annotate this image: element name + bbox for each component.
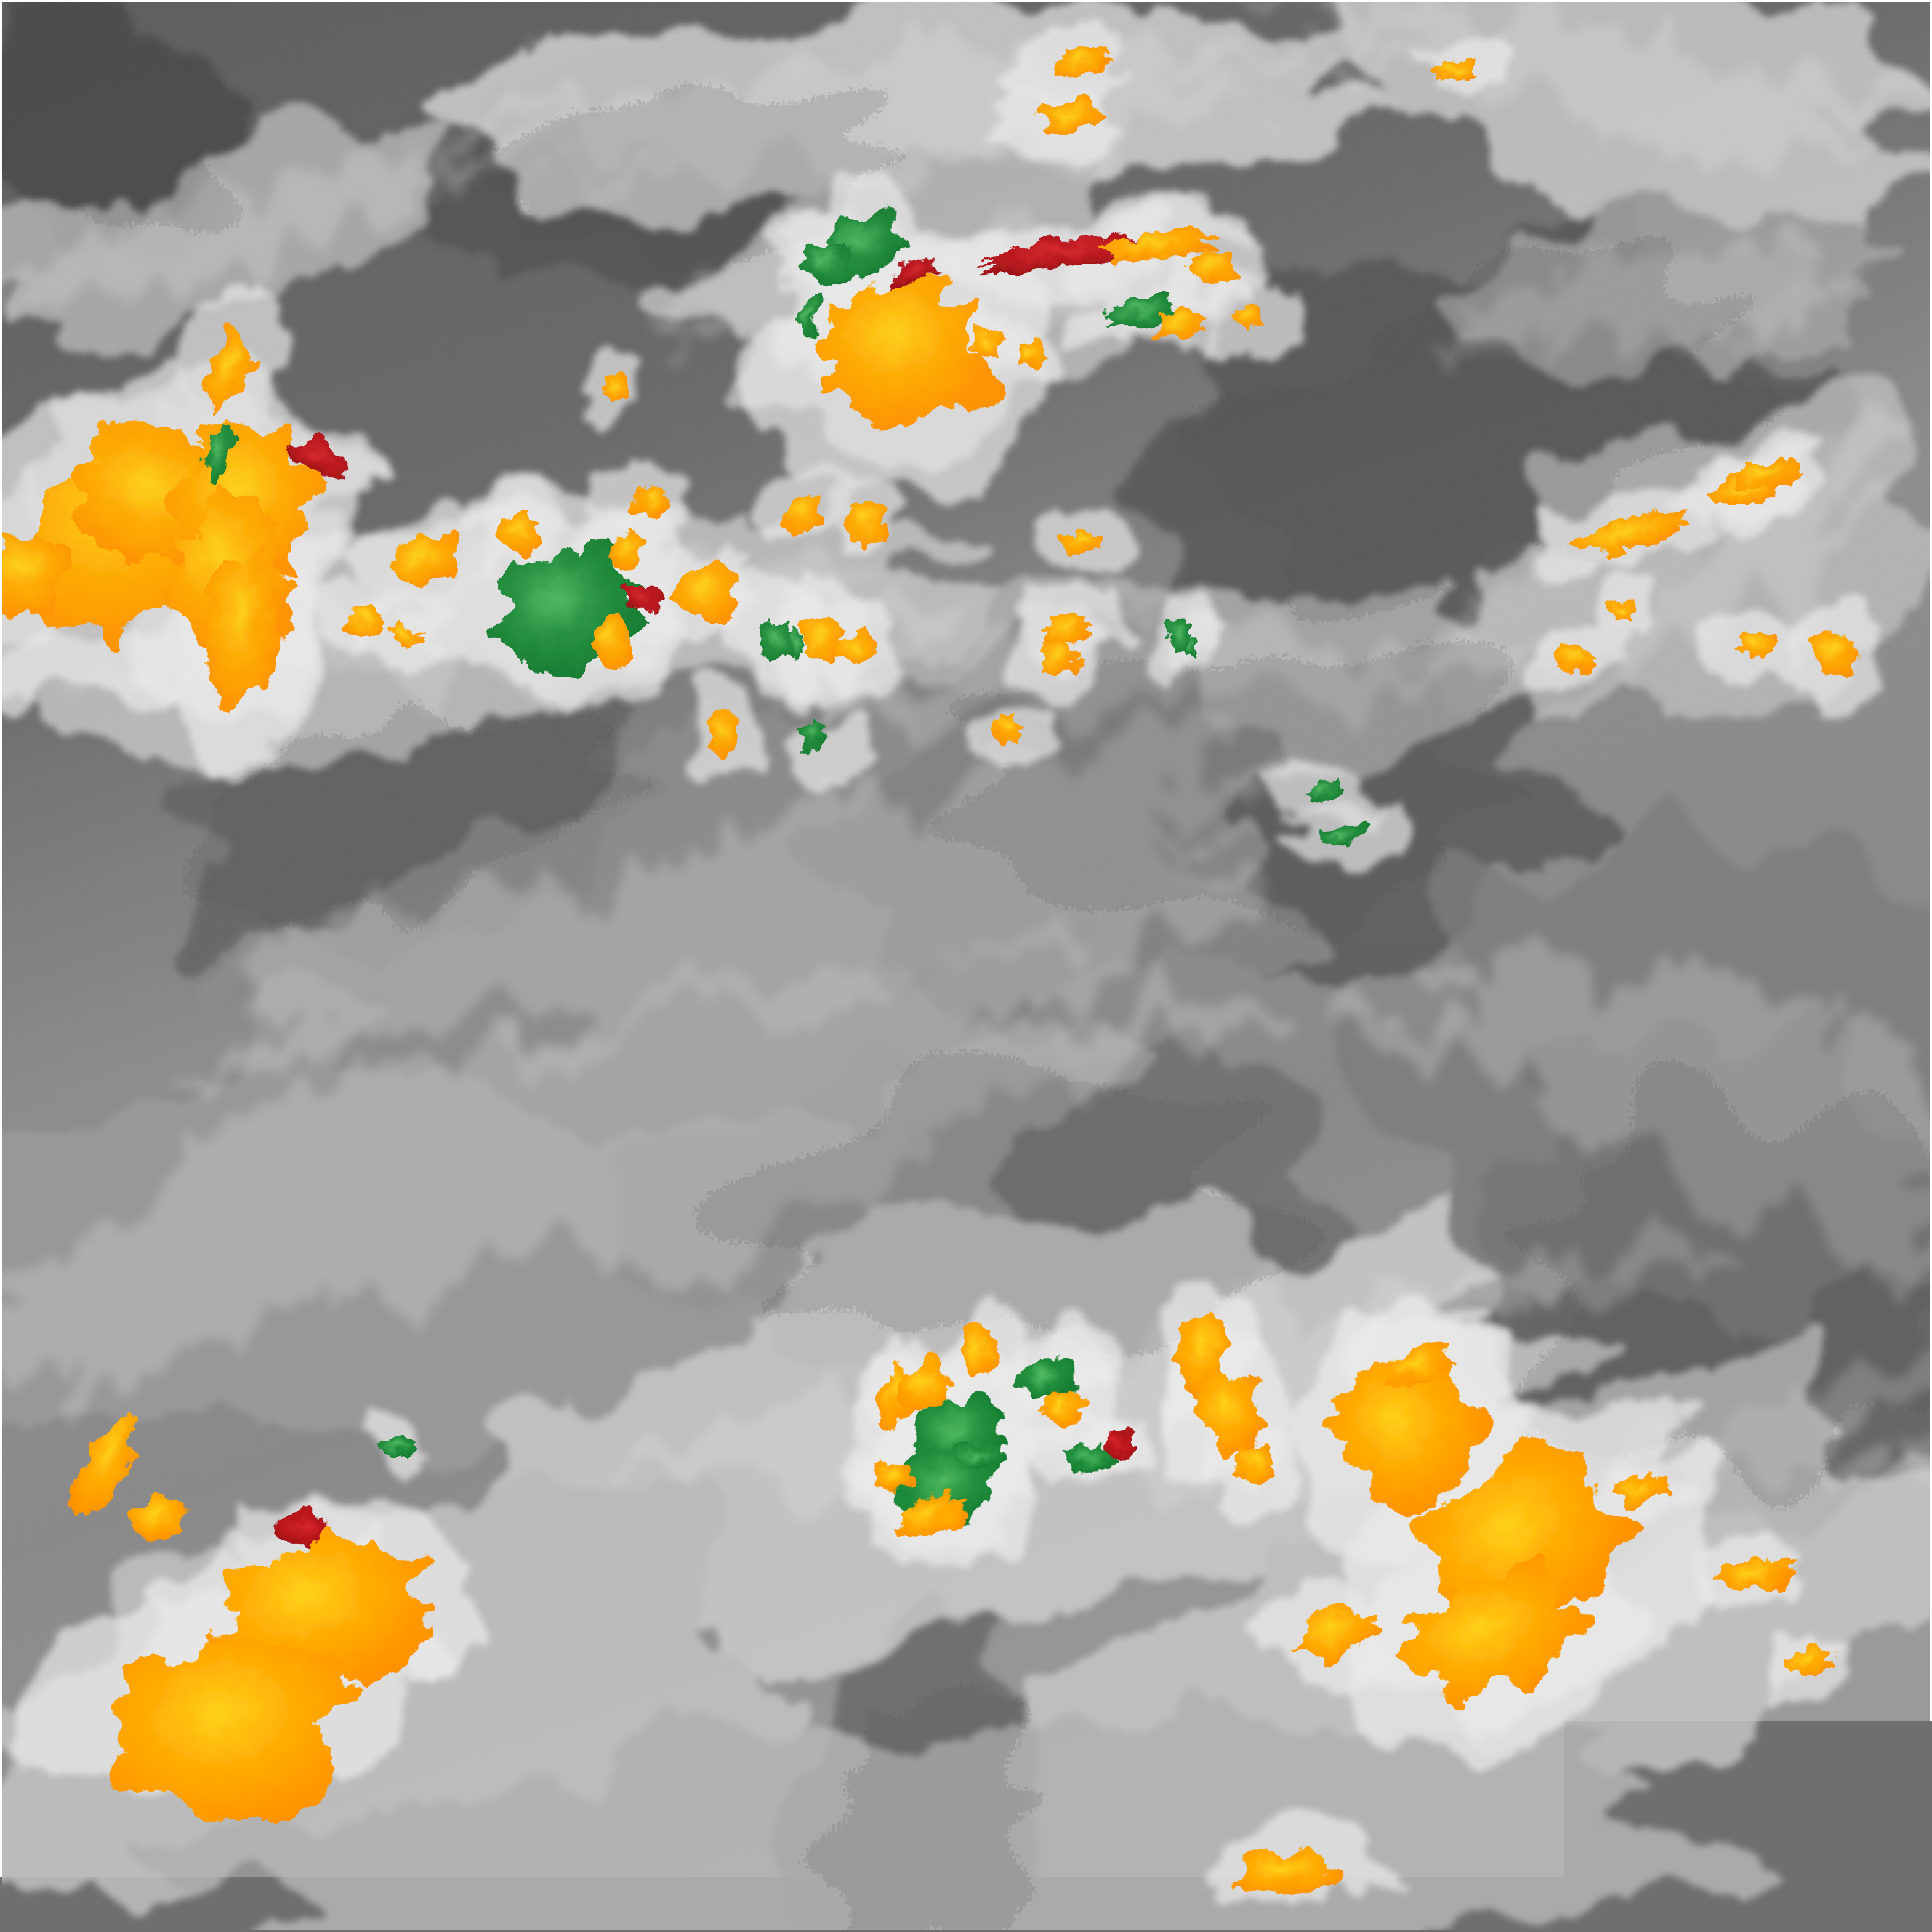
sensor-grain — [2, 2, 1930, 1930]
satellite-canvas — [2, 2, 1930, 1930]
satellite-raster — [2, 2, 1930, 1930]
satellite-image-viewer: Convective Intensity Classes Moderate St… — [0, 0, 1932, 1932]
